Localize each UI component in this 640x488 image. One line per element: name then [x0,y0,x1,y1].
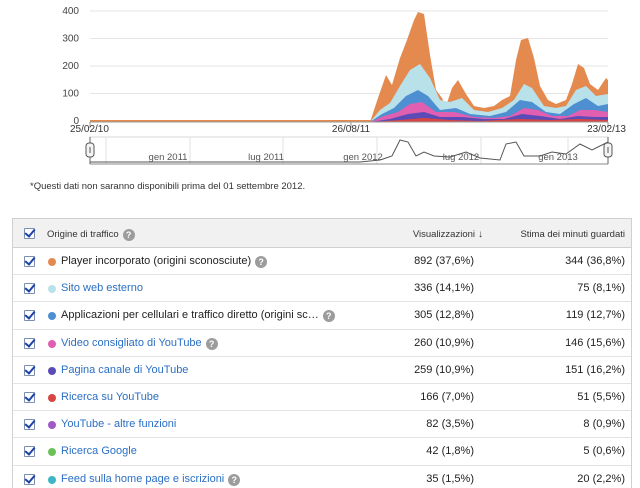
row-checkbox[interactable] [24,419,35,431]
views-value: 892 (37,6%) [414,255,474,267]
table-row[interactable]: YouTube - altre funzioni 82 (3,5%) 8 (0,9%… [13,411,631,439]
timeline-label: gen 2011 [149,152,188,163]
series-color-dot-icon [48,448,56,457]
traffic-source-label[interactable]: YouTube - altre funzioni [61,418,176,430]
minutes-value: 8 (0,9%) [583,418,625,431]
minutes-value: 146 (15,6%) [565,336,625,349]
row-checkbox[interactable] [24,473,35,485]
traffic-source-label[interactable]: Ricerca Google [61,445,137,457]
traffic-source-label[interactable]: Sito web esterno [61,282,143,294]
y-tick-label: 400 [62,6,79,17]
table-header: Origine di traffico? Visualizzazioni ↓ St… [13,219,631,248]
traffic-source-label: Player incorporato (origini sconosciute)… [61,255,268,268]
traffic-source-text: Applicazioni per cellulari e traffico di… [61,309,319,322]
timeline-label: gen 2012 [343,152,383,163]
timeline-navigator[interactable] [89,136,609,165]
header-source-label: Origine di traffico [47,229,119,240]
views-value: 260 (10,9%) [414,336,474,349]
help-icon[interactable]: ? [322,310,335,323]
series-color-dot-icon [48,421,56,430]
minutes-value: 20 (2,2%) [577,472,625,485]
traffic-chart: 400 300 200 100 0 25/02/10 26/08/11 23/02/13 gen… [0,0,640,200]
minutes-value: 51 (5,5%) [577,390,625,403]
table-row[interactable]: Video consigliato di YouTube? 260 (10,9%)… [13,330,631,357]
timeline-label: gen 2013 [538,152,578,163]
row-checkbox[interactable] [24,337,35,349]
row-checkbox[interactable] [24,391,35,403]
y-tick-label: 300 [62,34,79,45]
y-tick-label: 0 [73,116,79,127]
header-views[interactable]: Visualizzazioni ↓ [413,229,483,240]
help-icon[interactable]: ? [122,229,135,241]
traffic-source-text: Feed sulla home page e iscrizioni [61,472,225,485]
series-color-dot-icon [48,285,56,294]
timeline-mini-line [90,139,609,163]
views-value: 82 (3,5%) [426,418,474,431]
views-value: 336 (14,1%) [414,282,474,295]
minutes-value: 119 (12,7%) [565,309,625,322]
series-color-dot-icon [48,475,56,484]
x-tick-label: 26/08/11 [332,124,371,135]
traffic-source-label: Applicazioni per cellulari e traffico di… [61,309,335,323]
table-row[interactable]: Pagina canale di YouTube 259 (10,9%) 151 (… [13,357,631,384]
row-checkbox[interactable] [24,256,35,267]
series-color-dot-icon [48,258,56,266]
series-color-dot-icon [48,393,56,402]
minutes-value: 344 (36,8%) [565,255,625,267]
traffic-area-chart: 400 300 200 100 025/02/10 26/08/11 23/02/13 gen… [62,6,626,165]
row-checkbox[interactable] [24,283,35,295]
views-value: 166 (7,0%) [420,390,474,403]
sort-down-arrow-icon: ↓ [478,229,483,240]
minutes-value: 151 (16,2%) [565,363,625,376]
table-row[interactable]: Ricerca su YouTube 166 (7,0%) 51 (5,5%) [13,384,631,412]
timeline-label: lug 2012 [443,152,479,163]
series-area-ricerca_yt [370,118,608,122]
y-tick-label: 200 [62,61,79,72]
views-value: 259 (10,9%) [414,363,474,376]
help-icon[interactable]: ? [228,473,241,486]
header-views-label: Visualizzazioni [412,229,475,240]
row-checkbox[interactable] [24,310,35,322]
series-color-dot-icon [48,312,56,321]
minutes-value: 75 (8,1%) [577,282,625,295]
row-checkbox[interactable] [24,364,35,376]
traffic-source-text: Ricerca su YouTube [61,390,160,403]
select-all-checkbox[interactable] [24,228,35,239]
traffic-sources-table: Origine di traffico? Visualizzazioni ↓ St… [12,218,632,488]
traffic-source-text: YouTube - altre funzioni [61,418,177,431]
table-row[interactable]: Ricerca Google 42 (1,8%) 5 (0,6%) [13,438,631,466]
row-checkbox[interactable] [24,446,35,458]
traffic-source-text: Sito web esterno [61,282,143,295]
traffic-source-text: Pagina canale di YouTube [61,363,189,376]
table-body: Player incorporato (origini sconosciute)… [13,248,631,488]
help-icon[interactable]: ? [205,337,218,350]
table-row[interactable]: Sito web esterno 336 (14,1%) 75 (8,1%) [13,275,631,303]
table-row[interactable]: Feed sulla home page e iscrizioni? 35 (1,… [13,466,631,488]
x-tick-label: 25/02/10 [70,124,109,135]
traffic-source-text: Video consigliato di YouTube [61,336,202,349]
series-color-dot-icon [48,339,56,348]
traffic-source-text: Ricerca Google [61,445,137,458]
views-value: 42 (1,8%) [426,445,474,458]
table-row[interactable]: Player incorporato (origini sconosciute)… [13,248,631,276]
header-minutes[interactable]: Stima dei minuti guardati [520,229,625,240]
traffic-source-text: Player incorporato (origini sconosciute) [61,255,252,267]
table-row[interactable]: Applicazioni per cellulari e traffico di… [13,302,631,330]
series-color-dot-icon [48,366,56,375]
views-value: 305 (12,8%) [414,309,474,322]
help-icon[interactable]: ? [255,256,268,268]
minutes-value: 5 (0,6%) [583,445,625,458]
y-tick-label: 100 [62,89,79,100]
views-value: 35 (1,5%) [426,472,474,485]
traffic-source-label[interactable]: Video consigliato di YouTube? [61,337,218,350]
traffic-source-label[interactable]: Feed sulla home page e iscrizioni? [61,472,241,486]
header-source[interactable]: Origine di traffico? [47,229,135,241]
x-tick-label: 23/02/13 [587,124,626,135]
data-availability-note: *Questi dati non saranno disponibili pri… [30,181,306,192]
timeline-label: lug 2011 [248,152,284,163]
traffic-source-label[interactable]: Pagina canale di YouTube [61,364,188,376]
traffic-source-label[interactable]: Ricerca su YouTube [61,391,159,403]
